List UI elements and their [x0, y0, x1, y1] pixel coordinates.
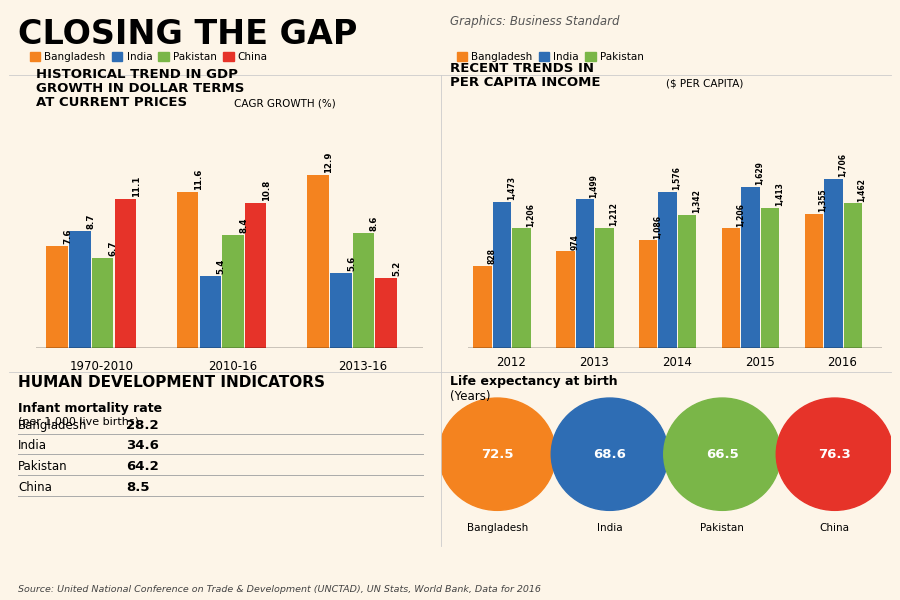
Bar [245, 203, 266, 348]
Text: HISTORICAL TREND IN GDP: HISTORICAL TREND IN GDP [36, 68, 238, 81]
Text: 1,355: 1,355 [819, 188, 828, 212]
Legend: Bangladesh, India, Pakistan: Bangladesh, India, Pakistan [453, 47, 648, 66]
Text: CLOSING THE GAP: CLOSING THE GAP [18, 18, 357, 51]
Text: 1,086: 1,086 [653, 215, 662, 239]
Circle shape [439, 398, 556, 511]
Text: 72.5: 72.5 [481, 448, 514, 461]
Text: Infant mortality rate: Infant mortality rate [18, 402, 162, 415]
Bar [353, 233, 374, 348]
Text: 974: 974 [571, 234, 580, 250]
Text: 1,212: 1,212 [609, 202, 618, 226]
Text: 34.6: 34.6 [126, 439, 159, 452]
Text: ($ PER CAPITA): ($ PER CAPITA) [666, 79, 743, 89]
Text: 1,629: 1,629 [755, 161, 764, 185]
Bar [760, 208, 779, 348]
Bar [47, 246, 68, 348]
Text: 11.1: 11.1 [131, 176, 140, 197]
Text: (per 1,000 live births): (per 1,000 live births) [18, 417, 139, 427]
Text: Pakistan: Pakistan [18, 460, 68, 473]
Text: 8.7: 8.7 [86, 214, 95, 229]
Text: 1,206: 1,206 [526, 203, 536, 227]
Text: 1,462: 1,462 [858, 178, 867, 202]
Bar [805, 214, 824, 348]
Text: China: China [820, 523, 850, 533]
Text: 2010-16: 2010-16 [208, 360, 257, 373]
Bar [722, 229, 741, 348]
Text: 1,706: 1,706 [838, 154, 847, 178]
Text: 8.4: 8.4 [239, 218, 248, 233]
Text: 5.6: 5.6 [347, 256, 356, 271]
Text: India: India [18, 439, 47, 452]
Text: 1,473: 1,473 [507, 176, 516, 200]
Bar [69, 232, 91, 348]
Text: 66.5: 66.5 [706, 448, 739, 461]
Text: 2013-16: 2013-16 [338, 360, 388, 373]
Text: CAGR GROWTH (%): CAGR GROWTH (%) [234, 98, 336, 109]
Bar [742, 187, 760, 348]
Circle shape [664, 398, 781, 511]
Text: Pakistan: Pakistan [700, 523, 744, 533]
Text: 7.6: 7.6 [64, 229, 73, 244]
Text: 1,576: 1,576 [672, 166, 681, 190]
Text: 8.6: 8.6 [370, 215, 379, 230]
Bar [678, 215, 697, 348]
Bar [824, 179, 842, 348]
Text: 11.6: 11.6 [194, 169, 203, 190]
Bar [659, 192, 677, 348]
Text: 76.3: 76.3 [818, 448, 851, 461]
Bar [307, 175, 328, 348]
Text: 68.6: 68.6 [593, 448, 626, 461]
Text: HUMAN DEVELOPMENT INDICATORS: HUMAN DEVELOPMENT INDICATORS [18, 375, 325, 390]
Bar [92, 258, 113, 348]
Text: 6.7: 6.7 [109, 241, 118, 256]
Text: 5.2: 5.2 [392, 261, 401, 276]
Bar [200, 275, 221, 348]
Text: 64.2: 64.2 [126, 460, 158, 473]
Text: AT CURRENT PRICES: AT CURRENT PRICES [36, 95, 187, 109]
Text: 12.9: 12.9 [324, 152, 333, 173]
Text: 10.8: 10.8 [262, 180, 271, 201]
Text: 1,206: 1,206 [736, 203, 745, 227]
Text: 8.5: 8.5 [126, 481, 149, 494]
Text: (Years): (Years) [450, 390, 491, 403]
Circle shape [551, 398, 668, 511]
Bar [330, 273, 352, 348]
Text: Life expectancy at birth: Life expectancy at birth [450, 375, 617, 388]
Text: Graphics: Business Standard: Graphics: Business Standard [450, 15, 619, 28]
Bar [493, 202, 511, 348]
Text: China: China [18, 481, 52, 494]
Text: 1,342: 1,342 [692, 190, 701, 214]
Text: India: India [597, 523, 623, 533]
Text: Bangladesh: Bangladesh [18, 419, 87, 432]
Bar [222, 235, 244, 348]
Bar [576, 199, 594, 348]
Text: 5.4: 5.4 [217, 258, 226, 274]
Text: 2013: 2013 [580, 356, 609, 369]
Bar [177, 193, 199, 348]
Bar [473, 266, 492, 348]
Bar [595, 228, 614, 348]
Text: PER CAPITA INCOME: PER CAPITA INCOME [450, 76, 615, 89]
Bar [843, 203, 862, 348]
Legend: Bangladesh, India, Pakistan, China: Bangladesh, India, Pakistan, China [26, 47, 272, 66]
Text: 2016: 2016 [828, 356, 858, 369]
Text: Source: United National Conference on Trade & Development (UNCTAD), UN Stats, Wo: Source: United National Conference on Tr… [18, 585, 541, 594]
Text: 2012: 2012 [497, 356, 526, 369]
Text: 828: 828 [488, 248, 497, 265]
Text: 1,413: 1,413 [775, 182, 784, 206]
Text: 1970-2010: 1970-2010 [70, 360, 134, 373]
Bar [556, 251, 575, 348]
Text: GROWTH IN DOLLAR TERMS: GROWTH IN DOLLAR TERMS [36, 82, 245, 95]
Text: 2015: 2015 [745, 356, 775, 369]
Text: Bangladesh: Bangladesh [466, 523, 528, 533]
Circle shape [776, 398, 893, 511]
Bar [512, 229, 531, 348]
Bar [639, 241, 658, 348]
Bar [375, 278, 397, 348]
Text: RECENT TRENDS IN: RECENT TRENDS IN [450, 62, 594, 75]
Bar [114, 199, 136, 348]
Text: 1,499: 1,499 [590, 174, 598, 198]
Text: 28.2: 28.2 [126, 419, 158, 432]
Text: 2014: 2014 [662, 356, 692, 369]
